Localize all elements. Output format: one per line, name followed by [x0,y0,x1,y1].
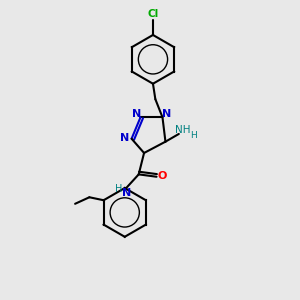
Text: NH: NH [175,125,191,135]
Text: N: N [122,188,131,198]
Text: O: O [157,171,167,181]
Text: N: N [132,109,141,119]
Text: N: N [120,133,129,143]
Text: H: H [190,130,196,140]
Text: N: N [162,109,171,119]
Text: H: H [116,184,123,194]
Text: Cl: Cl [147,9,159,19]
